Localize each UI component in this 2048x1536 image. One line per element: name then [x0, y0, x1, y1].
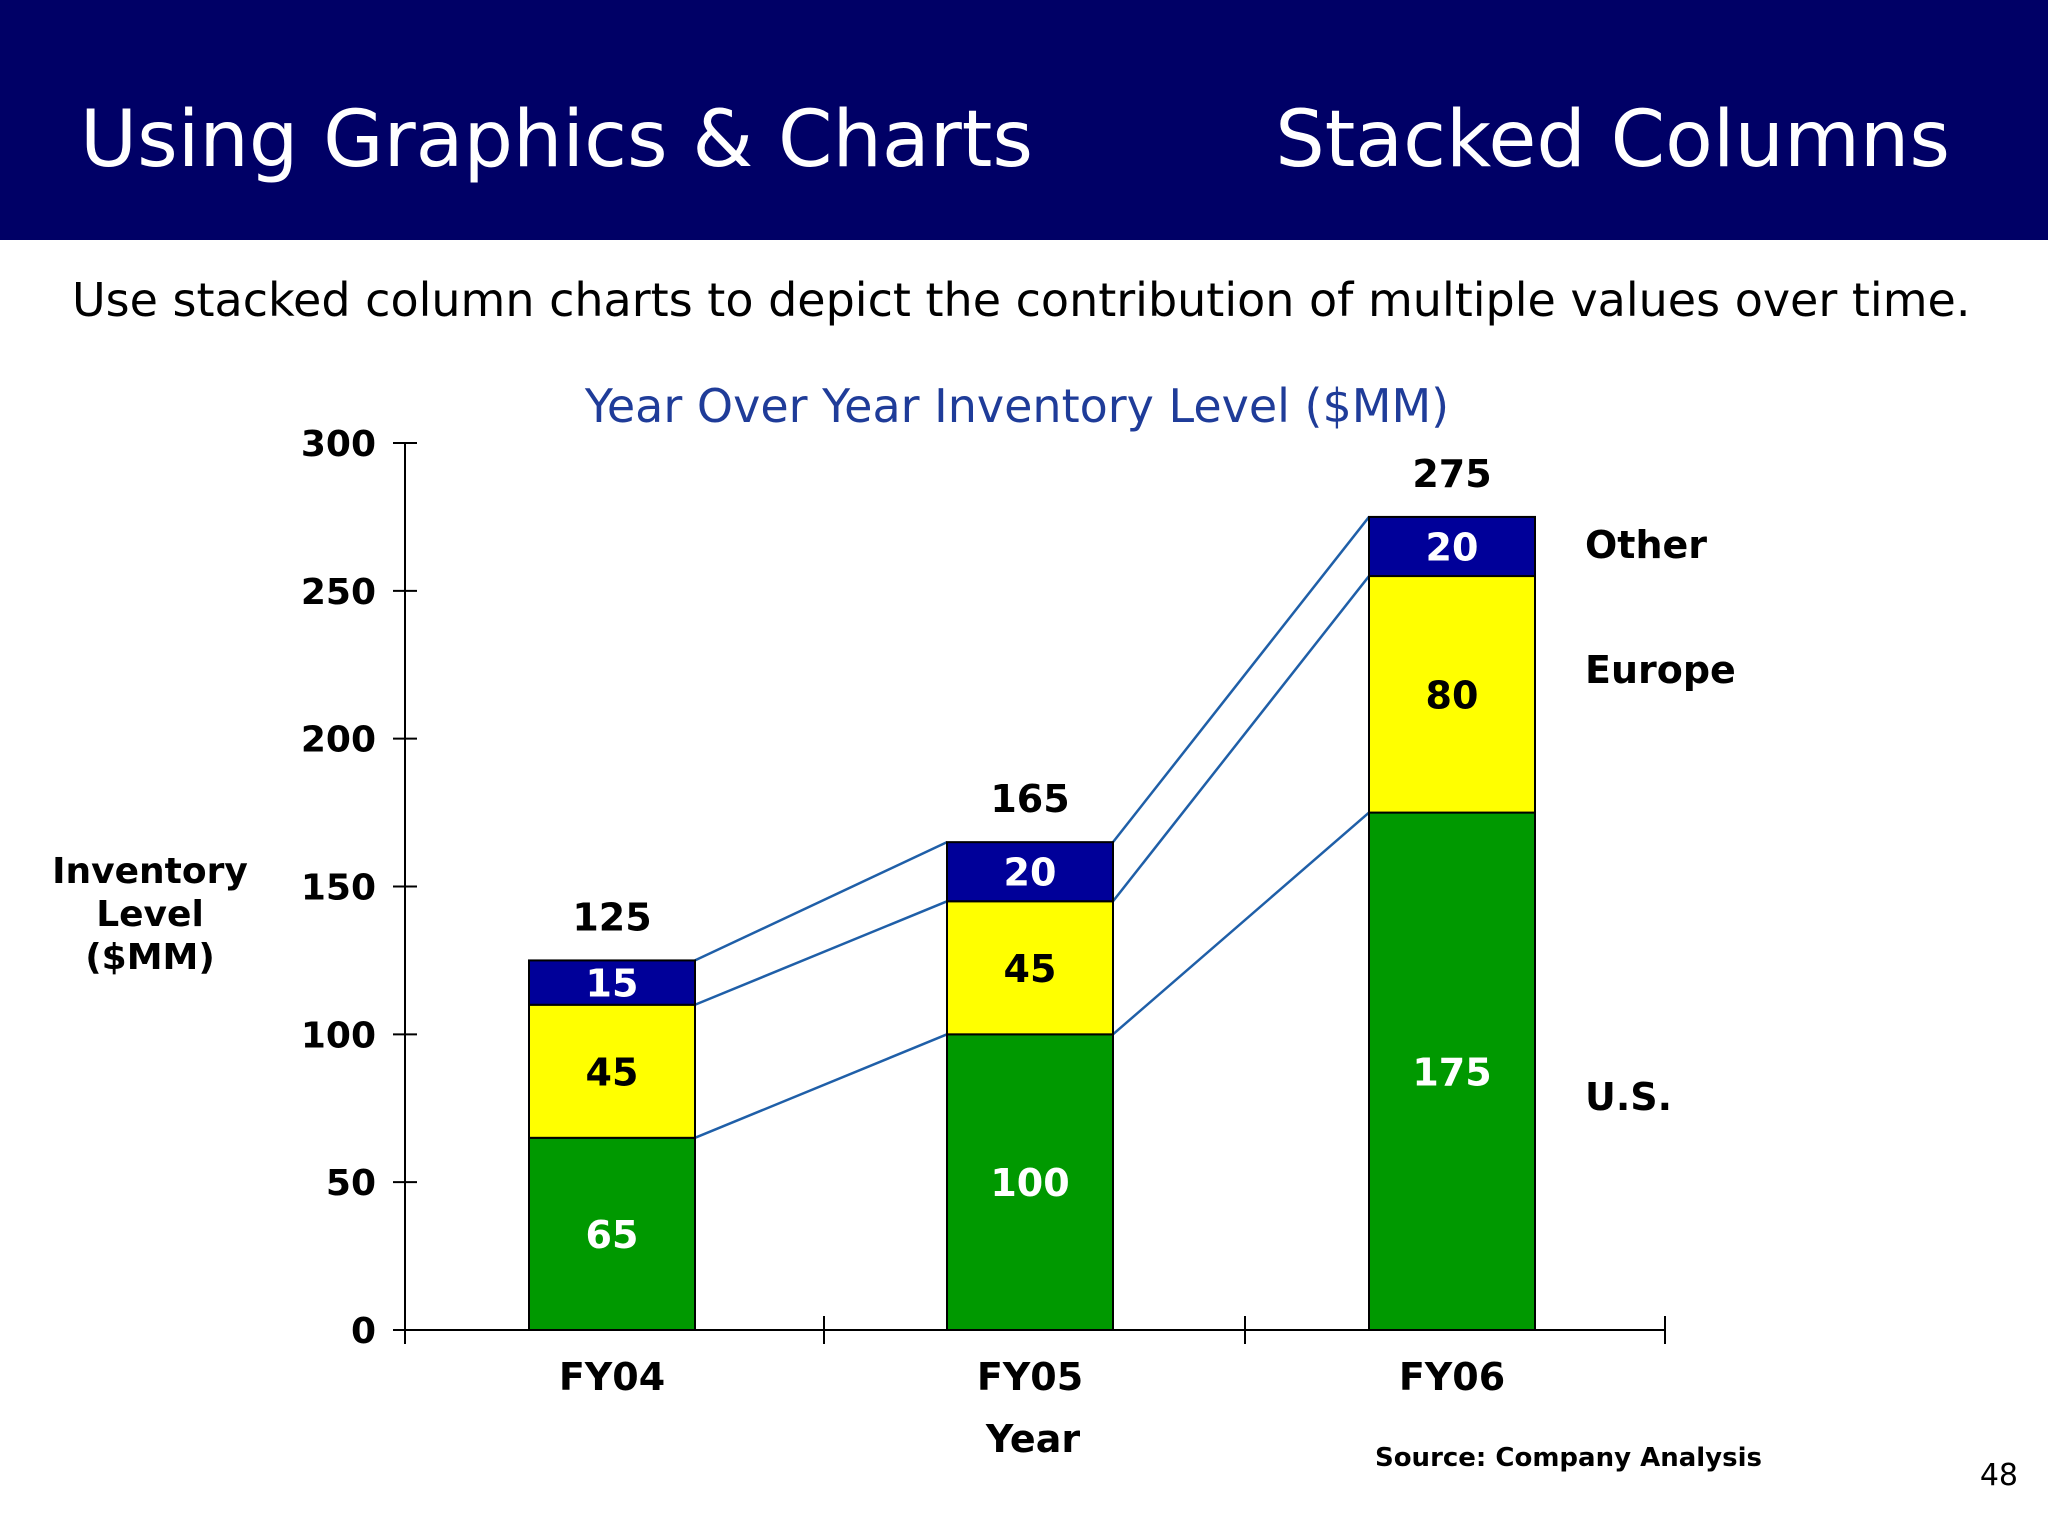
- series-connector-line: [694, 841, 948, 962]
- source-note: Source: Company Analysis: [1375, 1443, 1762, 1473]
- data-label: 65: [586, 1213, 639, 1257]
- x-axis-label: Year: [985, 1417, 1080, 1461]
- bar-segment: [946, 1033, 1114, 1332]
- y-axis-label: Inventory: [52, 851, 248, 892]
- series-connector-line: [694, 900, 948, 1006]
- y-axis-label: Level: [96, 894, 204, 935]
- x-tick-label: FY04: [559, 1355, 665, 1399]
- y-tick-label: 150: [301, 868, 376, 909]
- page-number: 48: [1979, 1458, 2018, 1493]
- y-tick-label: 300: [301, 424, 376, 465]
- data-label: 15: [586, 962, 639, 1006]
- bar-segment: [1368, 575, 1536, 814]
- y-tick-label: 50: [326, 1163, 376, 1204]
- data-label: 175: [1412, 1050, 1491, 1094]
- bar-segment: [528, 959, 696, 1006]
- series-connector-line: [694, 1033, 948, 1139]
- slide-topic: Stacked Columns: [1275, 95, 1950, 185]
- bar-segment: [528, 1003, 696, 1139]
- data-label: 20: [1426, 525, 1479, 569]
- series-connector-line: [1112, 811, 1370, 1036]
- series-connector-line: [1112, 575, 1370, 903]
- y-tick-label: 200: [301, 720, 376, 761]
- series-connector-line: [1112, 516, 1370, 843]
- y-axis-label: ($MM): [85, 937, 215, 978]
- slide-title: Using Graphics & Charts: [80, 95, 1033, 185]
- x-tick-label: FY06: [1399, 1355, 1505, 1399]
- bar-segment: [1368, 811, 1536, 1331]
- series-label: Europe: [1585, 648, 1736, 692]
- y-tick-label: 100: [301, 1015, 376, 1056]
- y-tick-label: 0: [351, 1311, 376, 1352]
- data-label: 20: [1004, 851, 1057, 895]
- bar-segment: [1368, 515, 1536, 578]
- total-label: 165: [990, 777, 1069, 821]
- chart-title: Year Over Year Inventory Level ($MM): [584, 379, 1449, 433]
- x-tick-label: FY05: [977, 1355, 1083, 1399]
- title-bar: Using Graphics & Charts Stacked Columns: [0, 0, 2048, 240]
- data-label: 80: [1426, 673, 1479, 717]
- series-label: Other: [1585, 523, 1707, 567]
- total-label: 125: [572, 895, 651, 939]
- total-label: 275: [1412, 452, 1491, 496]
- data-label: 45: [1004, 947, 1057, 991]
- data-label: 45: [586, 1050, 639, 1094]
- slide-subtitle: Use stacked column charts to depict the …: [72, 273, 1971, 327]
- data-label: 100: [990, 1161, 1069, 1205]
- y-tick-label: 250: [301, 572, 376, 613]
- bar-segment: [946, 841, 1114, 903]
- bar-segment: [946, 900, 1114, 1036]
- series-label: U.S.: [1585, 1075, 1672, 1119]
